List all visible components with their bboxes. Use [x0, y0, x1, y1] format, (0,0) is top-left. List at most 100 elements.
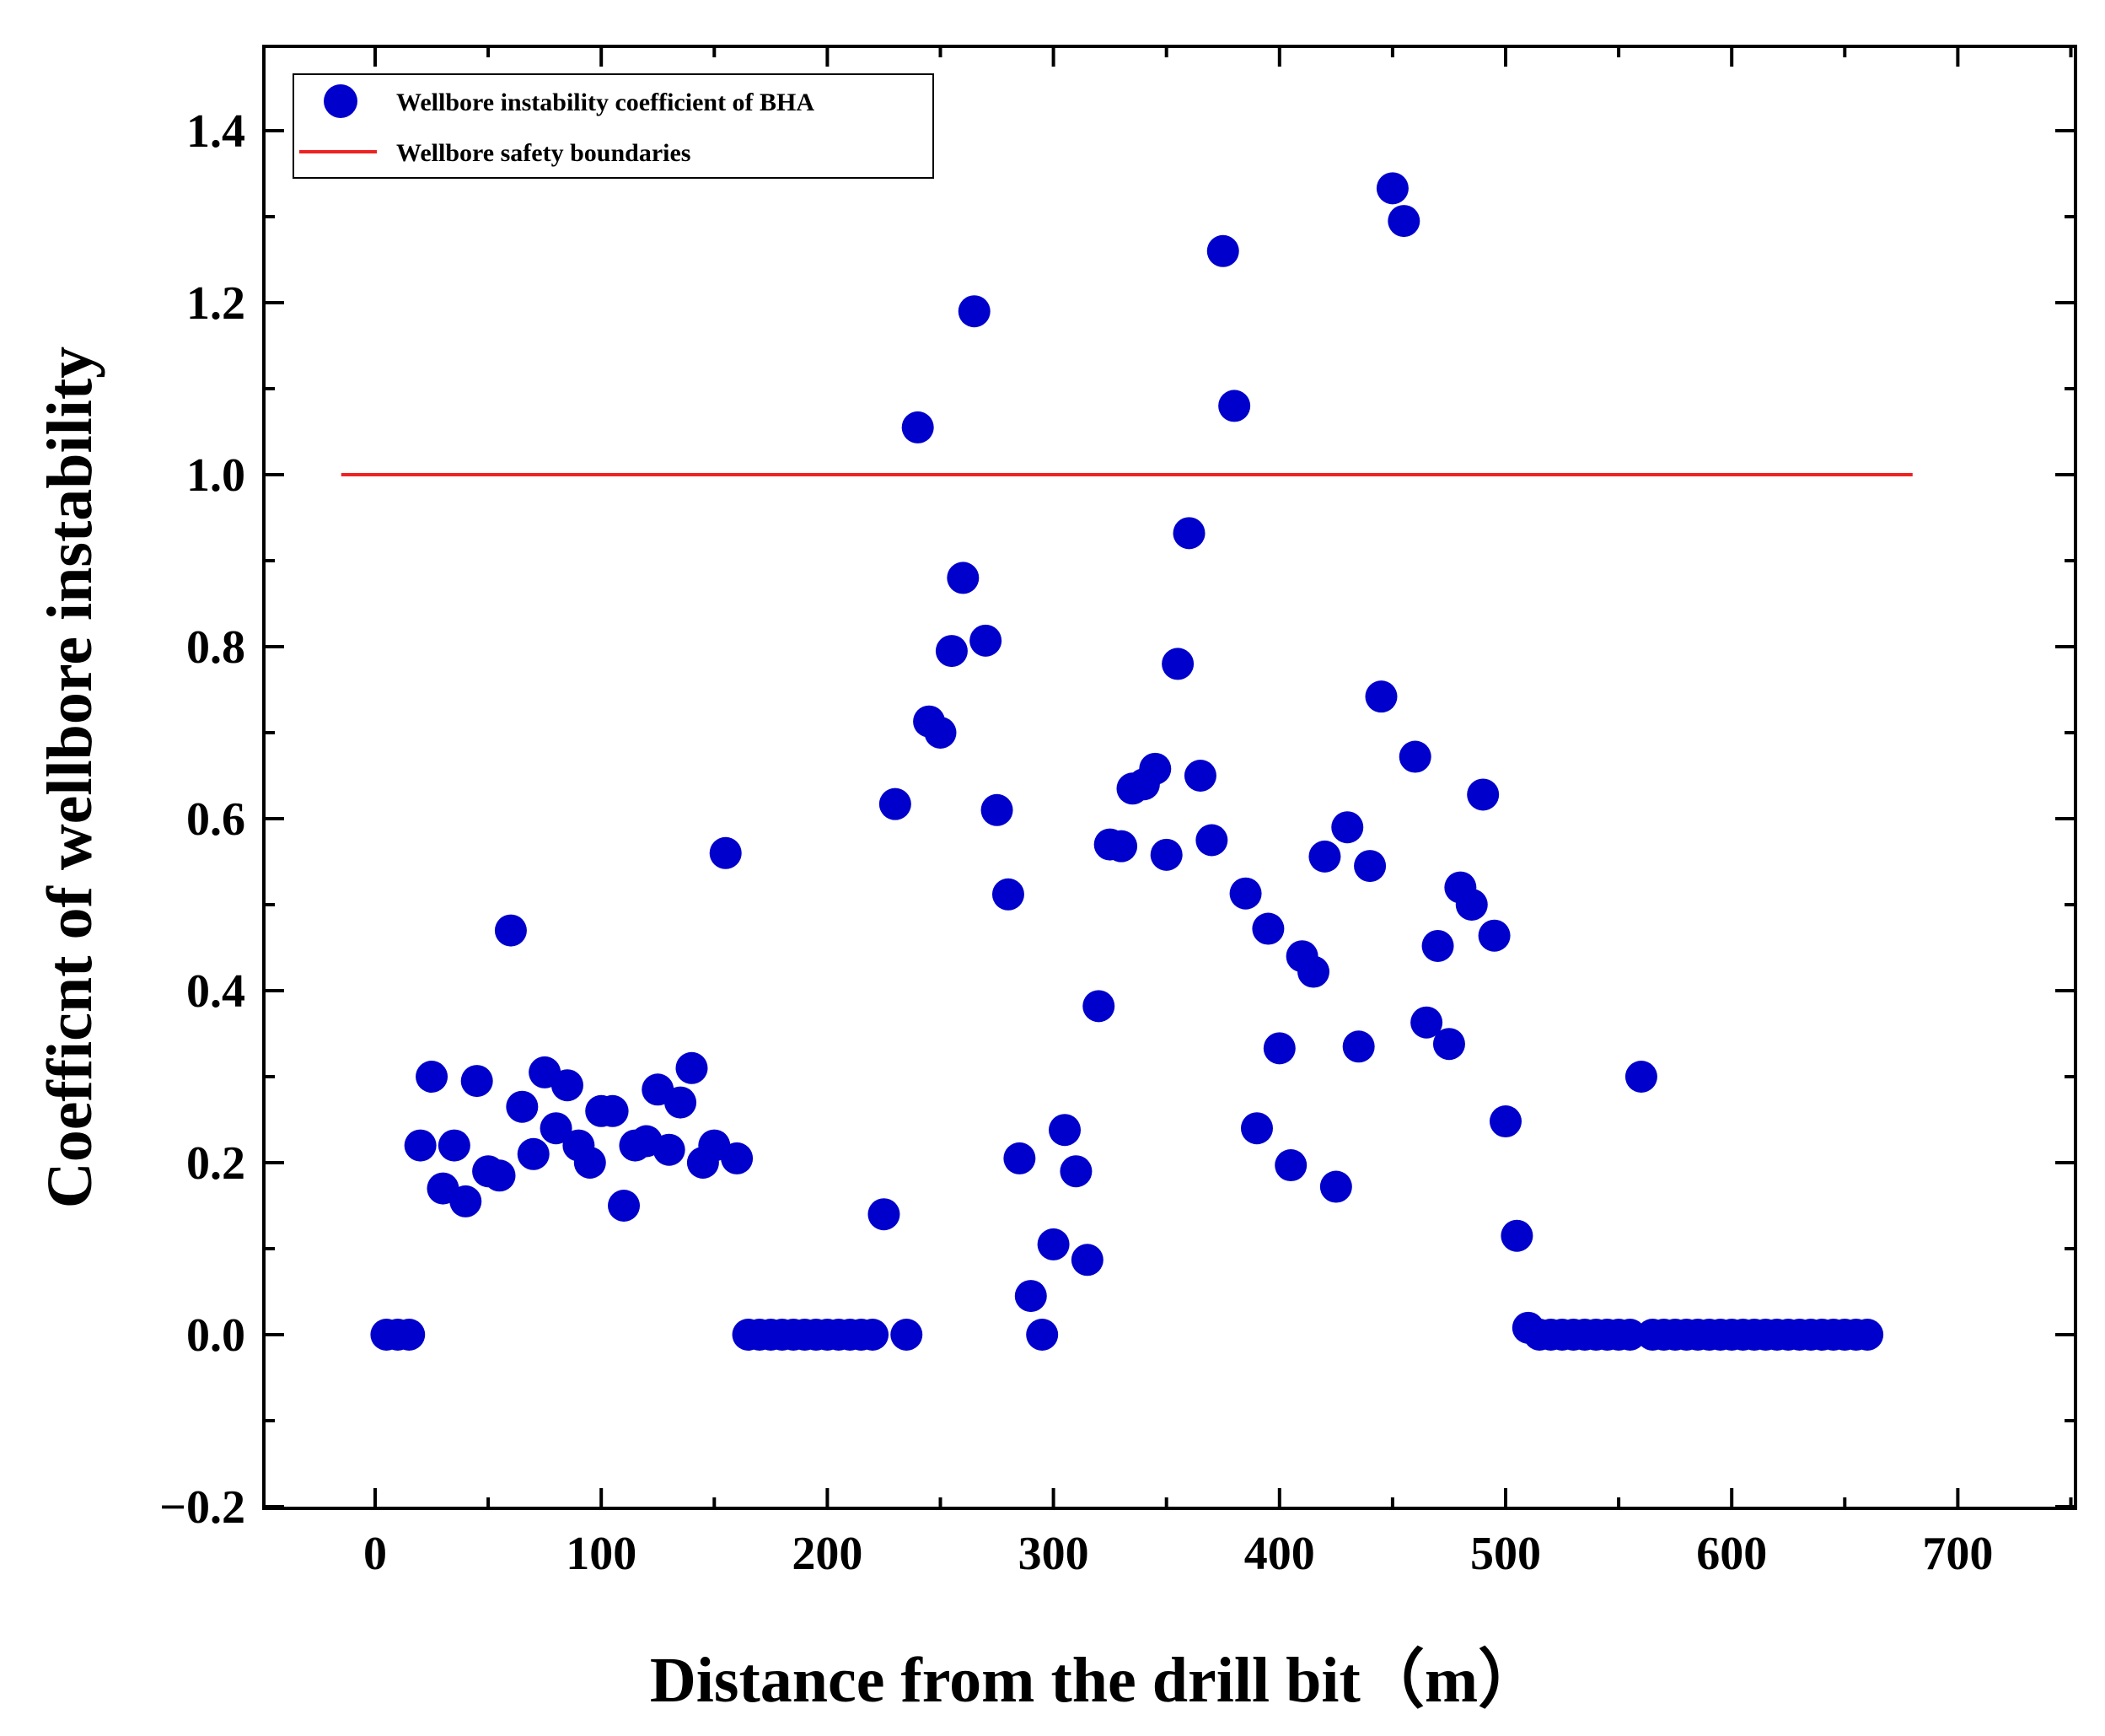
- data-point: [1365, 680, 1398, 713]
- data-point: [1162, 648, 1195, 680]
- legend-label-scatter: Wellbore instability coefficient of BHA: [396, 89, 814, 116]
- y-tick-label: 0.8: [186, 621, 245, 674]
- data-point: [1275, 1149, 1308, 1182]
- data-point: [947, 562, 980, 594]
- data-point: [506, 1090, 539, 1123]
- data-point: [890, 1319, 923, 1351]
- x-axis-ticks: 0 100 200 300 400 500 600 700: [363, 46, 2073, 1580]
- y-tick-label: 1.2: [186, 277, 245, 330]
- data-point: [1851, 1319, 1884, 1351]
- data-point: [483, 1159, 516, 1192]
- data-point: [1218, 390, 1251, 422]
- x-tick-label: 200: [792, 1528, 862, 1580]
- legend-marker-scatter: [324, 84, 357, 118]
- y-tick-label: 0.4: [186, 965, 245, 1018]
- data-point: [856, 1319, 889, 1351]
- data-point: [867, 1198, 900, 1231]
- data-point: [1354, 850, 1387, 883]
- y-axis-title: Coefficnt of wellbore instability: [35, 347, 105, 1208]
- data-point: [1388, 205, 1420, 238]
- instability-series: [370, 172, 1884, 1351]
- data-point: [1501, 1219, 1533, 1252]
- data-point: [709, 836, 742, 869]
- data-point: [991, 878, 1024, 911]
- data-point: [1105, 830, 1138, 863]
- data-point: [1049, 1114, 1082, 1147]
- data-point: [675, 1051, 708, 1084]
- data-point: [550, 1069, 583, 1102]
- data-point: [980, 793, 1013, 826]
- data-point: [1263, 1032, 1296, 1065]
- data-point: [1195, 824, 1228, 857]
- data-point: [573, 1147, 606, 1179]
- y-tick-label: −0.2: [159, 1481, 245, 1534]
- data-point: [608, 1190, 641, 1222]
- data-point: [1624, 1061, 1657, 1093]
- legend: Wellbore instability coefficient of BHA …: [293, 73, 934, 179]
- x-tick-label: 700: [1922, 1528, 1993, 1580]
- data-point: [1331, 811, 1364, 844]
- data-point: [416, 1061, 448, 1093]
- data-point: [1297, 955, 1330, 988]
- data-point: [1308, 840, 1341, 873]
- data-point: [1014, 1280, 1047, 1313]
- data-point: [878, 787, 911, 820]
- data-point: [1229, 877, 1262, 910]
- data-point: [1240, 1112, 1273, 1145]
- x-tick-label: 0: [363, 1528, 387, 1580]
- data-point: [1410, 1006, 1443, 1039]
- data-point: [1455, 889, 1488, 921]
- data-point: [1150, 838, 1183, 871]
- data-point: [1490, 1105, 1522, 1138]
- data-point: [1252, 912, 1285, 945]
- x-tick-label: 400: [1244, 1528, 1315, 1580]
- data-point: [958, 295, 991, 328]
- data-point: [404, 1129, 437, 1162]
- x-tick-label: 300: [1018, 1528, 1089, 1580]
- legend-label-line: Wellbore safety boundaries: [396, 139, 690, 167]
- data-point: [652, 1133, 685, 1166]
- data-point: [438, 1129, 470, 1162]
- x-tick-label: 500: [1470, 1528, 1541, 1580]
- data-point: [1037, 1228, 1070, 1260]
- y-tick-label: 1.4: [186, 105, 245, 158]
- data-point: [517, 1137, 550, 1170]
- data-point: [393, 1319, 426, 1351]
- data-point: [1467, 778, 1500, 811]
- data-point: [1376, 172, 1409, 205]
- data-point: [460, 1065, 493, 1098]
- legend-box: [293, 73, 934, 179]
- x-tick-label: 100: [566, 1528, 636, 1580]
- data-point: [1060, 1155, 1093, 1188]
- data-point: [1003, 1142, 1036, 1174]
- data-point: [1478, 919, 1511, 952]
- data-point: [449, 1185, 482, 1217]
- data-point: [596, 1094, 629, 1127]
- y-tick-label: 1.0: [186, 449, 245, 502]
- data-point: [1614, 1319, 1646, 1351]
- plot-frame: [262, 45, 2077, 1510]
- x-tick-label: 600: [1696, 1528, 1767, 1580]
- data-point: [1206, 234, 1239, 267]
- data-point: [1184, 760, 1216, 792]
- data-point: [494, 914, 527, 947]
- data-point: [969, 624, 1002, 657]
- data-point: [1082, 990, 1115, 1023]
- data-point: [1026, 1319, 1059, 1351]
- x-axis-title: Distance from the drill bit（m）: [650, 1645, 1542, 1716]
- data-point: [901, 411, 934, 443]
- y-tick-label: 0.2: [186, 1137, 245, 1190]
- data-point: [1421, 929, 1454, 962]
- y-tick-label: 0.0: [186, 1309, 245, 1362]
- data-point: [1432, 1028, 1465, 1061]
- data-point: [1139, 752, 1172, 785]
- data-point: [664, 1086, 697, 1119]
- data-point: [1319, 1170, 1352, 1203]
- data-point: [924, 717, 957, 749]
- data-point: [1173, 517, 1206, 550]
- data-point: [1071, 1244, 1104, 1276]
- data-point: [1342, 1030, 1375, 1063]
- data-point: [935, 635, 968, 668]
- data-point: [1399, 740, 1431, 773]
